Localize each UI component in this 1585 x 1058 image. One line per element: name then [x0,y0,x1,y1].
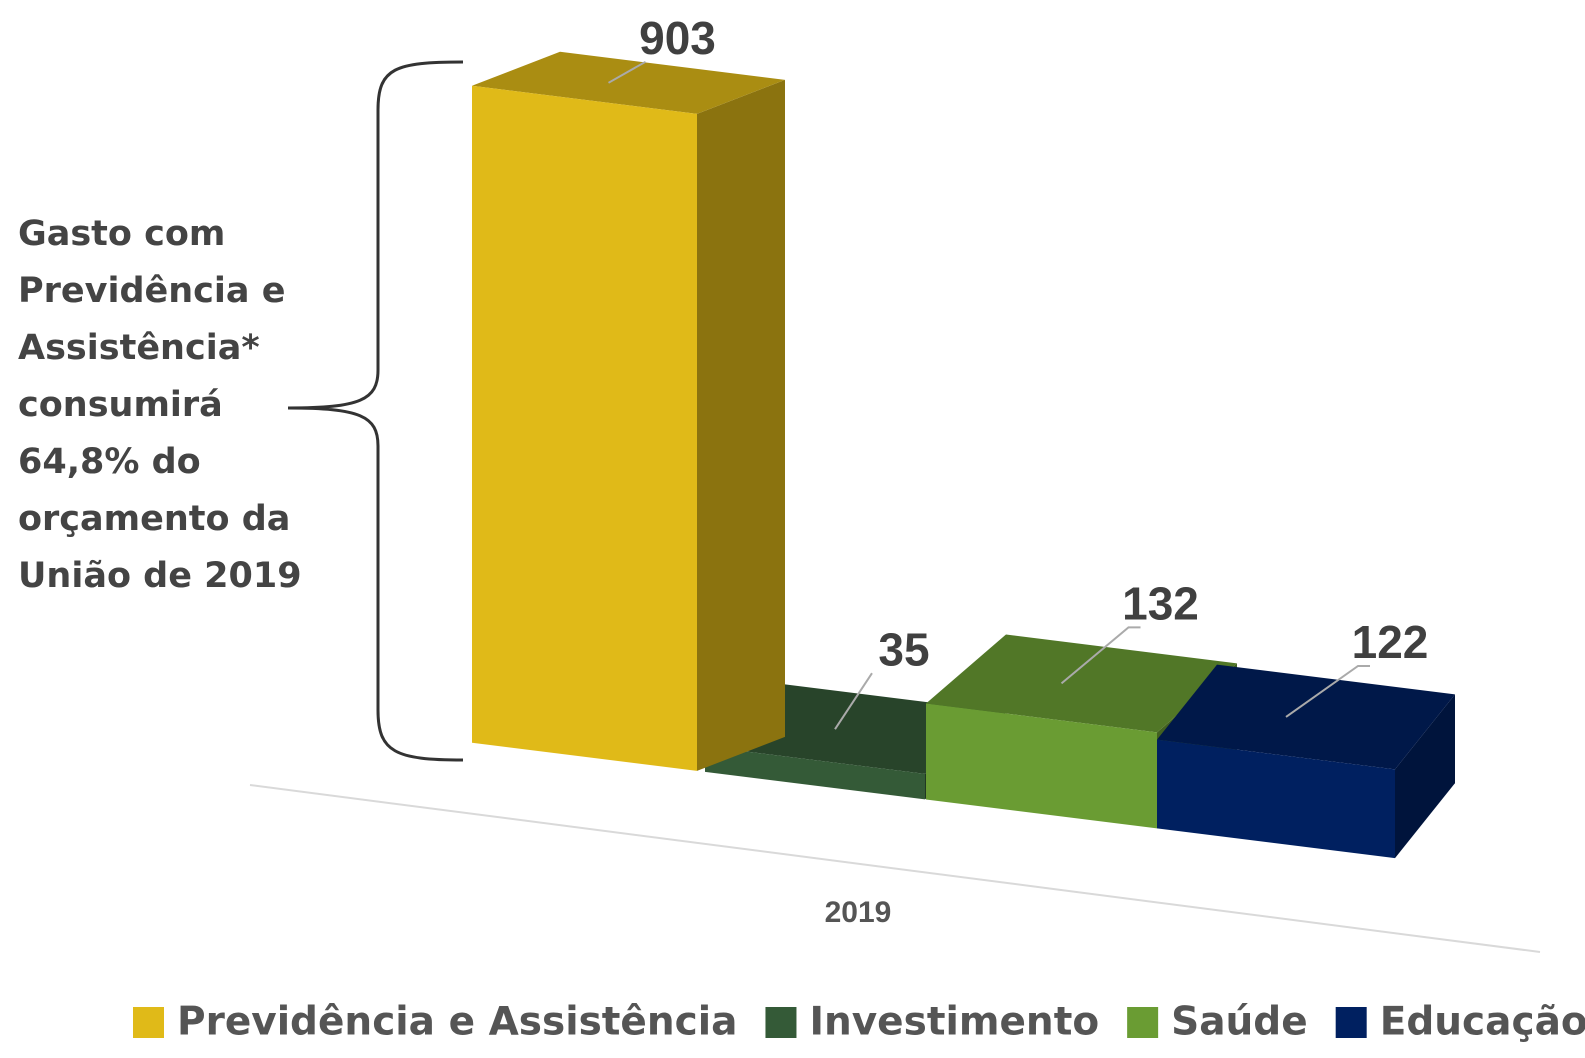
leader-line [608,60,646,84]
floor-line [249,784,1541,953]
value-label: 122 [1352,616,1429,668]
leader-line [834,672,873,730]
bar-front [1157,739,1395,859]
legend-swatch [1335,1007,1367,1038]
legend-label: Previdência e Assistência [177,1000,737,1045]
annotation-line: orçamento da [18,499,290,539]
annotation-line: consumirá [18,385,223,425]
value-label: 903 [639,12,716,64]
bar-side [1395,694,1455,859]
leader-line [1060,626,1141,685]
value-label: 35 [878,623,929,675]
leader-line [1285,664,1370,718]
x-tick-label: 2019 [825,896,892,929]
bar-front [926,703,1157,829]
legend-swatch [765,1007,797,1038]
bar-top [926,634,1237,733]
legend-label: Saúde [1171,1000,1308,1045]
bar-top [472,51,785,114]
annotation-line: Assistência* [18,328,260,368]
annotation-line: Previdência e [18,271,285,311]
bar-front [472,85,697,771]
legend-label: Investimento [809,1000,1099,1045]
value-labels: 35 903 132 122 [608,12,1429,730]
legend-label: Educação [1380,1000,1585,1045]
bar-front [705,746,925,800]
bars [472,51,1455,859]
annotation-line: União de 2019 [18,556,302,596]
legend-swatch [1127,1007,1159,1038]
bar-top [1157,664,1455,770]
annotation: Gasto com Previdência e Assistência* consum… [18,214,302,596]
legend-swatch [133,1007,164,1038]
bar [472,51,785,771]
annotation-line: 64,8% do [18,442,201,482]
value-label: 132 [1122,578,1199,630]
bar-side [697,79,785,771]
bar [1157,664,1455,859]
brace [287,60,464,762]
legend: Previdência e Assistência Investimento Saú… [133,1000,1585,1045]
annotation-line: Gasto com [18,214,225,254]
